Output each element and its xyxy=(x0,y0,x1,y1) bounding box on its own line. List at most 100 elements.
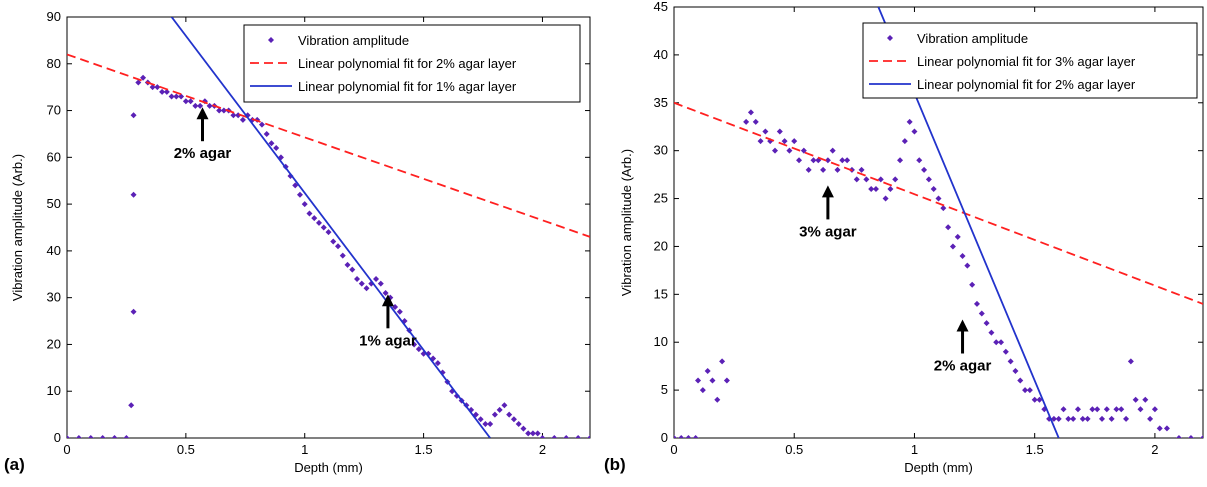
data-point xyxy=(525,430,532,437)
x-tick-label: 2 xyxy=(1151,442,1158,457)
data-point xyxy=(1137,406,1144,413)
data-point xyxy=(1089,406,1096,413)
legend-marker xyxy=(887,35,893,41)
y-tick-label: 30 xyxy=(47,290,61,305)
data-point xyxy=(1026,387,1033,394)
data-point xyxy=(496,406,503,413)
data-point xyxy=(411,341,418,348)
legend-box xyxy=(243,24,581,103)
data-point xyxy=(805,166,812,173)
data-point xyxy=(197,102,204,109)
data-point xyxy=(301,201,308,208)
data-point xyxy=(709,377,716,384)
data-point xyxy=(877,176,884,183)
data-point xyxy=(539,435,546,438)
data-point xyxy=(1084,415,1091,422)
data-point xyxy=(1012,367,1019,374)
data-point xyxy=(311,215,318,222)
data-point xyxy=(75,435,82,438)
data-point xyxy=(954,233,961,240)
data-point xyxy=(168,93,175,100)
data-point xyxy=(1094,406,1101,413)
legend: Vibration amplitude Linear polynomial fit… xyxy=(862,22,1198,99)
data-point xyxy=(178,93,185,100)
x-tick-label: 1.5 xyxy=(415,442,433,457)
data-point xyxy=(752,118,759,125)
annotation-arrowhead xyxy=(821,185,834,198)
data-point xyxy=(743,118,750,125)
data-point xyxy=(1123,415,1130,422)
data-point xyxy=(192,102,199,109)
x-tick-label: 0 xyxy=(63,442,70,457)
annotation-arrowhead xyxy=(196,107,209,120)
data-point xyxy=(1127,358,1134,365)
data-point xyxy=(945,224,952,231)
data-point xyxy=(1074,406,1081,413)
data-point xyxy=(692,435,699,438)
data-point xyxy=(296,191,303,198)
data-point xyxy=(292,182,299,189)
data-point xyxy=(844,157,851,164)
y-tick-label: 0 xyxy=(661,430,668,445)
data-point xyxy=(863,176,870,183)
data-point xyxy=(714,396,721,403)
annotation-arrowhead xyxy=(956,319,969,332)
data-point xyxy=(969,281,976,288)
data-point xyxy=(1007,358,1014,365)
data-point xyxy=(1151,406,1158,413)
data-point xyxy=(1163,425,1170,432)
data-point xyxy=(587,435,590,438)
legend-entry: Linear polynomial fit for 2% agar layer xyxy=(917,77,1136,92)
fit-line-1 xyxy=(67,53,590,238)
y-tick-label: 30 xyxy=(654,143,668,158)
data-point xyxy=(685,435,692,438)
y-axis-label: Vibration amplitude (Arb.) xyxy=(619,149,634,296)
data-point xyxy=(998,339,1005,346)
data-point xyxy=(206,102,213,109)
annotation-label: 2% agar xyxy=(174,145,232,162)
data-point xyxy=(723,377,730,384)
data-point xyxy=(263,130,270,137)
data-point xyxy=(534,430,541,437)
data-point xyxy=(824,157,831,164)
data-point xyxy=(330,238,337,245)
data-point xyxy=(159,88,166,95)
y-tick-label: 70 xyxy=(47,103,61,118)
data-point xyxy=(978,310,985,317)
data-point xyxy=(916,157,923,164)
data-point xyxy=(791,138,798,145)
legend-entry: Vibration amplitude xyxy=(917,31,1028,46)
data-point xyxy=(1031,396,1038,403)
data-point xyxy=(1113,406,1120,413)
data-point xyxy=(1156,425,1163,432)
data-point xyxy=(1036,396,1043,403)
data-point xyxy=(575,435,582,438)
x-tick-label: 2 xyxy=(539,442,546,457)
data-point xyxy=(940,205,947,212)
data-point xyxy=(434,360,441,367)
data-point xyxy=(959,253,966,260)
data-point xyxy=(887,185,894,192)
data-point xyxy=(320,224,327,231)
y-tick-label: 45 xyxy=(654,0,668,14)
y-tick-label: 90 xyxy=(47,9,61,24)
data-point xyxy=(1065,415,1072,422)
data-point xyxy=(1055,415,1062,422)
data-point xyxy=(99,435,106,438)
x-tick-label: 0 xyxy=(670,442,677,457)
data-point xyxy=(506,411,513,418)
data-point xyxy=(349,266,356,273)
x-tick-label: 1.5 xyxy=(1026,442,1044,457)
data-point xyxy=(306,210,313,217)
data-point xyxy=(482,420,489,427)
data-point xyxy=(834,166,841,173)
data-point xyxy=(382,289,389,296)
data-point xyxy=(182,98,189,105)
data-point xyxy=(699,387,706,394)
data-point xyxy=(747,109,754,116)
x-tick-label: 0.5 xyxy=(785,442,803,457)
data-point xyxy=(935,195,942,202)
annotation-label: 2% agar xyxy=(934,357,992,374)
